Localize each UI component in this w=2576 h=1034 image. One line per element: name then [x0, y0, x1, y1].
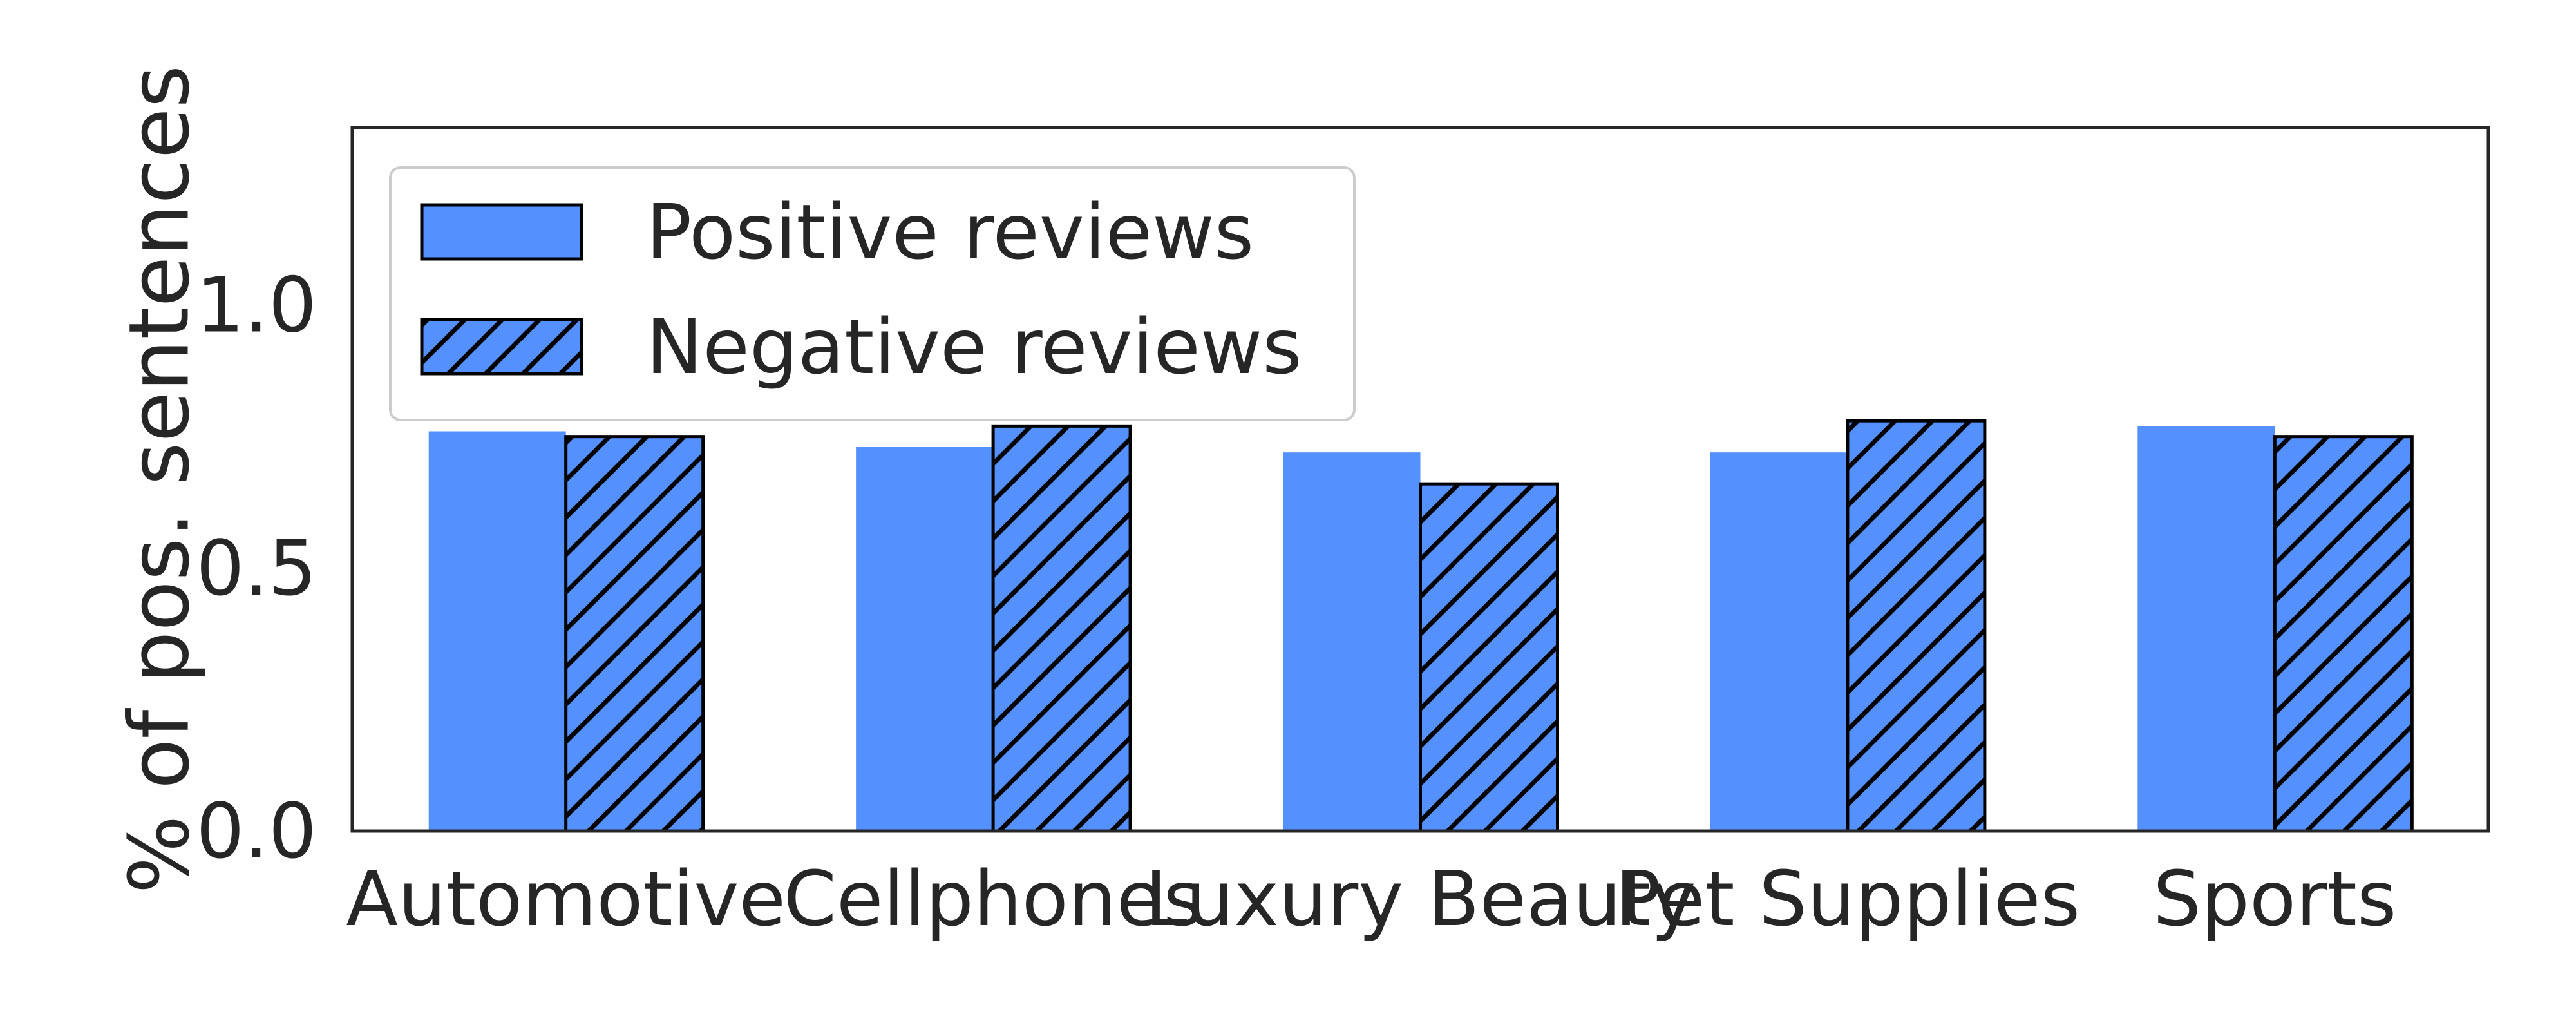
legend-swatch-border: [420, 203, 583, 261]
bars: [428, 419, 2414, 833]
bar-hatch-overlay-2: [1419, 482, 1559, 833]
legend-frame: [389, 166, 1356, 421]
y-tick-label: 1.0: [196, 261, 317, 350]
legend-swatch-positive: [422, 205, 582, 259]
x-tick-label: Pet Supplies: [1615, 854, 2080, 943]
y-axis-ticks: 0.0 0.5 1.0: [196, 261, 317, 876]
bar-hatch-overlay-4: [2273, 435, 2414, 833]
legend-label: Negative reviews: [646, 302, 1302, 391]
legend: Positive reviews Negative reviews: [389, 166, 1356, 421]
y-tick-label: 0.0: [196, 787, 317, 876]
plot-frame: [350, 126, 2490, 833]
bar-positive-2: [1283, 452, 1421, 831]
y-axis-label: % of pos. sentences: [112, 65, 208, 894]
bar-hatch-overlay-3: [1846, 419, 1987, 833]
bar-hatch-overlay-0: [564, 435, 705, 833]
legend-swatch-border: [420, 318, 583, 376]
x-tick-label: Cellphones: [783, 854, 1202, 943]
bar-positive-4: [2137, 426, 2275, 831]
bar-positive-1: [856, 446, 994, 831]
bar-positive-0: [428, 431, 566, 831]
x-tick-label: Luxury Beauty: [1145, 854, 1696, 943]
x-tick-label: Automotive: [346, 854, 786, 943]
bar-positive-3: [1710, 452, 1848, 831]
x-tick-label: Sports: [2153, 854, 2396, 943]
y-tick-label: 0.5: [196, 524, 317, 613]
bar-hatch-overlay-1: [991, 424, 1132, 833]
legend-label: Positive reviews: [646, 187, 1254, 276]
